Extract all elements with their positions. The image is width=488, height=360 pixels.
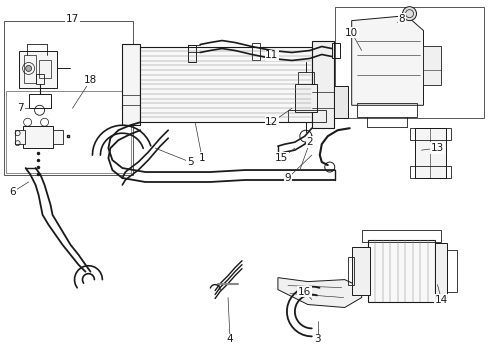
Text: 9: 9 [284, 173, 290, 183]
Bar [122, 44, 140, 125]
Text: 4: 4 [226, 334, 233, 345]
Bar [29, 94, 50, 108]
Bar [333, 86, 347, 118]
Bar [334, 7, 483, 118]
Bar [361, 230, 441, 242]
Bar [287, 110, 325, 122]
Bar [36, 75, 43, 84]
Bar [6, 91, 131, 173]
Bar [435, 243, 447, 298]
Text: 1: 1 [199, 153, 205, 163]
Bar [367, 240, 435, 302]
Bar [351, 247, 369, 294]
Text: 3: 3 [314, 334, 321, 345]
Bar [408, 166, 450, 178]
Text: 11: 11 [265, 50, 278, 60]
Text: 14: 14 [434, 294, 447, 305]
Bar [140, 46, 311, 122]
Text: 6: 6 [9, 187, 16, 197]
Bar [15, 130, 24, 144]
Bar [414, 128, 446, 178]
Circle shape [402, 7, 416, 21]
Bar [39, 60, 50, 78]
Text: 12: 12 [265, 117, 278, 127]
Text: 2: 2 [306, 137, 312, 147]
Bar [251, 42, 260, 60]
Bar [447, 250, 456, 292]
Text: 15: 15 [275, 153, 288, 163]
Bar [331, 42, 339, 58]
Bar [294, 84, 316, 112]
Text: 13: 13 [430, 143, 443, 153]
Text: 7: 7 [17, 103, 24, 113]
Bar [423, 45, 441, 85]
Text: 5: 5 [186, 157, 193, 167]
Bar [4, 21, 133, 175]
Text: 18: 18 [83, 75, 97, 85]
Bar [408, 128, 450, 140]
Text: 10: 10 [345, 28, 358, 37]
Bar [23, 55, 36, 84]
Text: 17: 17 [66, 14, 79, 24]
Polygon shape [277, 278, 361, 307]
Bar [22, 126, 52, 148]
Bar [356, 103, 416, 117]
Bar [311, 41, 333, 128]
Bar [188, 45, 196, 62]
Bar [19, 50, 57, 88]
Polygon shape [351, 15, 423, 105]
Bar [52, 130, 62, 144]
Text: 8: 8 [397, 14, 404, 24]
Circle shape [25, 66, 32, 71]
Bar [297, 72, 313, 84]
Bar [347, 257, 353, 285]
Text: 16: 16 [298, 287, 311, 297]
